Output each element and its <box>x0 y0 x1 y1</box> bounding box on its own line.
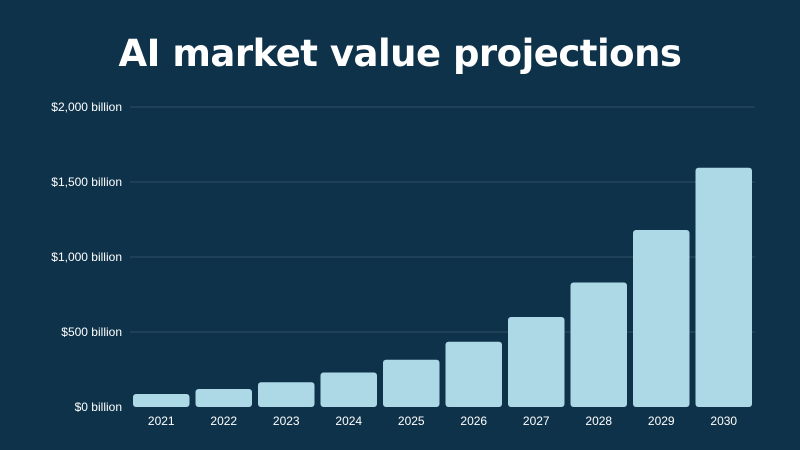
y-tick-label: $1,000 billion <box>51 250 122 264</box>
y-tick-label: $1,500 billion <box>51 175 122 189</box>
bar-2021 <box>133 393 190 407</box>
bar-2023 <box>258 382 315 407</box>
bar-2027 <box>508 317 565 407</box>
x-tick-label: 2027 <box>523 414 550 428</box>
x-tick-label: 2030 <box>710 414 737 428</box>
y-tick-label: $0 billion <box>75 400 122 414</box>
bar-2029 <box>633 230 690 407</box>
x-tick-label: 2029 <box>648 414 675 428</box>
x-tick-label: 2025 <box>398 414 425 428</box>
x-tick-label: 2023 <box>273 414 300 428</box>
x-tick-label: 2024 <box>335 414 362 428</box>
x-tick-label: 2022 <box>210 414 237 428</box>
bar-2025 <box>383 359 440 407</box>
x-tick-label: 2026 <box>460 414 487 428</box>
bar-2028 <box>570 282 627 407</box>
y-tick-label: $2,000 billion <box>51 100 122 114</box>
bar-2026 <box>445 341 502 407</box>
bar-2030 <box>695 167 752 407</box>
bar-2024 <box>320 372 377 407</box>
bar-2022 <box>195 389 252 407</box>
chart-title: AI market value projections <box>118 32 682 75</box>
x-tick-label: 2028 <box>585 414 612 428</box>
x-tick-label: 2021 <box>148 414 175 428</box>
y-tick-label: $500 billion <box>61 325 122 339</box>
